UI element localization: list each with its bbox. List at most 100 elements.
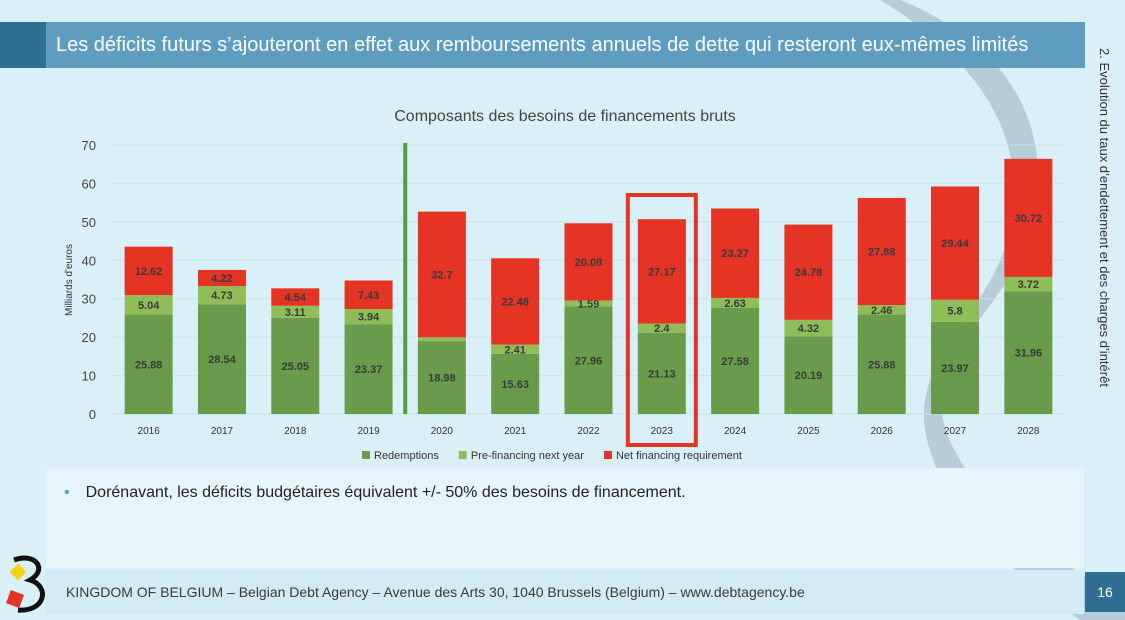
data-label: 4.54 bbox=[285, 292, 307, 304]
bar-segment bbox=[417, 337, 466, 342]
data-label: 30.72 bbox=[1015, 213, 1043, 225]
legend-label: Pre-financing next year bbox=[471, 450, 584, 462]
legend-label: Net financing requirement bbox=[616, 450, 742, 462]
bar-segment bbox=[417, 211, 466, 338]
data-label: 2.4 bbox=[654, 323, 670, 335]
bar-segment bbox=[711, 308, 760, 414]
bar-segment bbox=[124, 246, 173, 296]
bar-segment bbox=[857, 305, 906, 315]
title-accent bbox=[0, 22, 46, 68]
x-tick-label: 2026 bbox=[871, 426, 894, 437]
data-label: 23.37 bbox=[355, 364, 383, 376]
data-label: 24.78 bbox=[795, 267, 823, 279]
x-tick-label: 2021 bbox=[504, 426, 527, 437]
footer-text: KINGDOM OF BELGIUM – Belgian Debt Agency… bbox=[66, 584, 805, 600]
bar-segment bbox=[931, 299, 980, 322]
bar-segment bbox=[564, 300, 613, 307]
bar-segment bbox=[491, 353, 540, 414]
y-tick-label: 40 bbox=[82, 253, 96, 268]
x-axis-ticks: 2016 2017 2018 2019 2020 2021 2022 2023 2024 2025… bbox=[138, 426, 1040, 437]
data-label: 2.41 bbox=[504, 344, 525, 356]
bar-segment bbox=[1004, 158, 1053, 277]
data-label: 27.96 bbox=[575, 355, 603, 367]
data-label: 4.22 bbox=[211, 273, 232, 285]
highlight-box bbox=[625, 193, 698, 447]
legend: Redemptions Pre-financing next year Net fi… bbox=[362, 450, 742, 462]
legend-swatch bbox=[603, 451, 612, 459]
bar-segment bbox=[124, 295, 173, 315]
data-label: 4.73 bbox=[211, 290, 232, 302]
bar-segment bbox=[711, 208, 760, 298]
bar-segment bbox=[637, 323, 686, 333]
data-label: 27.17 bbox=[648, 266, 676, 278]
bullet-box: • Dorénavant, les déficits budgétaires éq… bbox=[46, 468, 1084, 568]
bar-segment bbox=[271, 305, 320, 318]
data-label: 23.97 bbox=[941, 363, 969, 375]
legend-swatch bbox=[458, 451, 467, 459]
bar-segment bbox=[197, 286, 246, 305]
bar-segment bbox=[344, 324, 393, 414]
data-label: 15.63 bbox=[501, 379, 529, 391]
x-tick-label: 2018 bbox=[284, 426, 307, 437]
bar-segment bbox=[124, 314, 173, 414]
bar-segment bbox=[344, 280, 393, 310]
data-label: 4.32 bbox=[798, 323, 819, 335]
bar-segment bbox=[637, 219, 686, 324]
data-label: 20.08 bbox=[575, 257, 603, 269]
bar-segment bbox=[564, 223, 613, 301]
bar-segment bbox=[197, 304, 246, 414]
data-label: 22.48 bbox=[501, 296, 529, 308]
y-tick-label: 0 bbox=[89, 407, 96, 422]
data-label: 5.04 bbox=[138, 300, 160, 312]
x-tick-label: 2019 bbox=[357, 426, 380, 437]
x-tick-label: 2027 bbox=[944, 426, 967, 437]
bar-segment bbox=[784, 336, 833, 414]
y-tick-label: 30 bbox=[82, 292, 96, 307]
y-tick-label: 70 bbox=[82, 138, 96, 153]
x-tick-label: 2022 bbox=[577, 426, 600, 437]
bar-segment bbox=[711, 297, 760, 309]
data-label: 29.44 bbox=[941, 238, 969, 250]
bar-segment bbox=[931, 321, 980, 414]
section-side-title: 2. Evolution du taux d’endettement et de… bbox=[1097, 48, 1112, 387]
bar-segment bbox=[197, 269, 246, 287]
footer: KINGDOM OF BELGIUM – Belgian Debt Agency… bbox=[46, 570, 1084, 614]
bar-segment bbox=[417, 341, 466, 414]
y-tick-label: 50 bbox=[82, 215, 96, 230]
data-label: 21.13 bbox=[648, 368, 676, 380]
bullet-text: Dorénavant, les déficits budgétaires équ… bbox=[85, 484, 686, 501]
bar-segment bbox=[784, 319, 833, 337]
data-label: 25.05 bbox=[282, 361, 310, 373]
bar-segment bbox=[1004, 291, 1053, 414]
data-label: 12.62 bbox=[135, 266, 163, 278]
data-label: 27.58 bbox=[721, 356, 749, 368]
legend-swatch bbox=[362, 451, 370, 459]
x-tick-label: 2017 bbox=[211, 426, 234, 437]
bar-segment bbox=[564, 306, 613, 414]
y-axis-ticks: 0 10 20 30 40 50 60 70 bbox=[82, 138, 96, 422]
data-label: 31.96 bbox=[1015, 348, 1043, 360]
chart-container: Composants des besoins de financements b… bbox=[50, 96, 1080, 466]
x-tick-label: 2023 bbox=[651, 426, 674, 437]
bullet-dot: • bbox=[64, 484, 70, 501]
gridlines bbox=[112, 144, 1065, 415]
y-tick-label: 20 bbox=[82, 330, 96, 345]
data-label: 5.8 bbox=[947, 306, 962, 318]
bars: 25.88 5.04 12.62 28.54 4.73 4.22 25.05 3.11 4.54… bbox=[124, 143, 1053, 447]
data-label: 2.63 bbox=[724, 298, 745, 310]
x-tick-label: 2016 bbox=[138, 426, 161, 437]
bar-segment bbox=[491, 344, 540, 354]
data-label: 20.19 bbox=[795, 370, 823, 382]
bar-segment bbox=[491, 258, 540, 345]
bar-segment bbox=[637, 332, 686, 414]
data-label: 25.88 bbox=[868, 359, 896, 371]
bar-segment bbox=[344, 309, 393, 325]
data-label: 27.88 bbox=[868, 247, 896, 259]
bullet-item: • Dorénavant, les déficits budgétaires éq… bbox=[64, 484, 686, 502]
data-label: 28.54 bbox=[208, 354, 236, 366]
data-label: 2.46 bbox=[871, 305, 892, 317]
data-label: 25.88 bbox=[135, 359, 163, 371]
x-tick-label: 2024 bbox=[724, 426, 747, 437]
chart-title: Composants des besoins de financements b… bbox=[394, 108, 736, 125]
